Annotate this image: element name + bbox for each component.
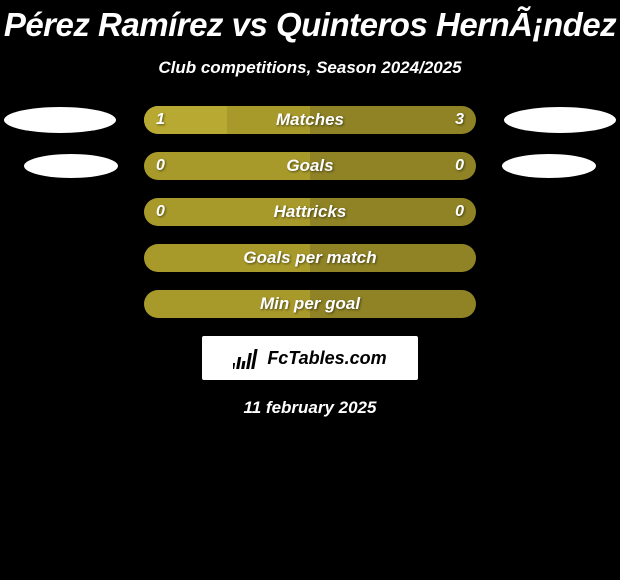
- stat-label: Goals: [144, 152, 476, 180]
- brand-text: FcTables.com: [267, 348, 386, 369]
- comparison-date: 11 february 2025: [0, 398, 620, 418]
- brand-box: FcTables.com: [202, 336, 418, 380]
- left-ellipse-slot: [0, 244, 115, 272]
- stat-row: Goals per match: [0, 244, 620, 272]
- right-ellipse-slot: [505, 106, 620, 134]
- stat-right-value: 3: [455, 106, 464, 134]
- stats-container: Matches13Goals00Hattricks00Goals per mat…: [0, 106, 620, 318]
- left-ellipse-slot: [0, 152, 115, 180]
- stat-bar: Goals per match: [144, 244, 476, 272]
- stat-left-value: 0: [156, 152, 165, 180]
- stat-label: Hattricks: [144, 198, 476, 226]
- stat-row: Matches13: [0, 106, 620, 134]
- left-ellipse-slot: [0, 290, 115, 318]
- stat-left-value: 1: [156, 106, 165, 134]
- right-ellipse-slot: [505, 198, 620, 226]
- stat-bar: Goals0 0: [144, 152, 476, 180]
- left-ellipse-slot: [0, 198, 115, 226]
- right-ellipse-slot: [505, 244, 620, 272]
- stat-bar: Hattricks0 0: [144, 198, 476, 226]
- player-left-ellipse: [24, 154, 118, 178]
- right-ellipse-slot: [505, 152, 620, 180]
- comparison-title: Pérez Ramírez vs Quinteros HernÃ¡ndez: [0, 0, 620, 44]
- left-ellipse-slot: [0, 106, 115, 134]
- stat-label: Goals per match: [144, 244, 476, 272]
- stat-bar: Matches13: [144, 106, 476, 134]
- stat-row: Hattricks0 0: [0, 198, 620, 226]
- right-ellipse-slot: [505, 290, 620, 318]
- stat-label: Min per goal: [144, 290, 476, 318]
- stat-bar: Min per goal: [144, 290, 476, 318]
- player-right-ellipse: [502, 154, 596, 178]
- stat-row: Min per goal: [0, 290, 620, 318]
- brand-chart-icon: [233, 347, 261, 369]
- comparison-subtitle: Club competitions, Season 2024/2025: [0, 58, 620, 78]
- stat-row: Goals0 0: [0, 152, 620, 180]
- stat-right-value: 0: [455, 198, 464, 226]
- player-left-ellipse: [4, 107, 116, 133]
- player-right-ellipse: [504, 107, 616, 133]
- stat-right-value: 0: [455, 152, 464, 180]
- stat-left-value: 0: [156, 198, 165, 226]
